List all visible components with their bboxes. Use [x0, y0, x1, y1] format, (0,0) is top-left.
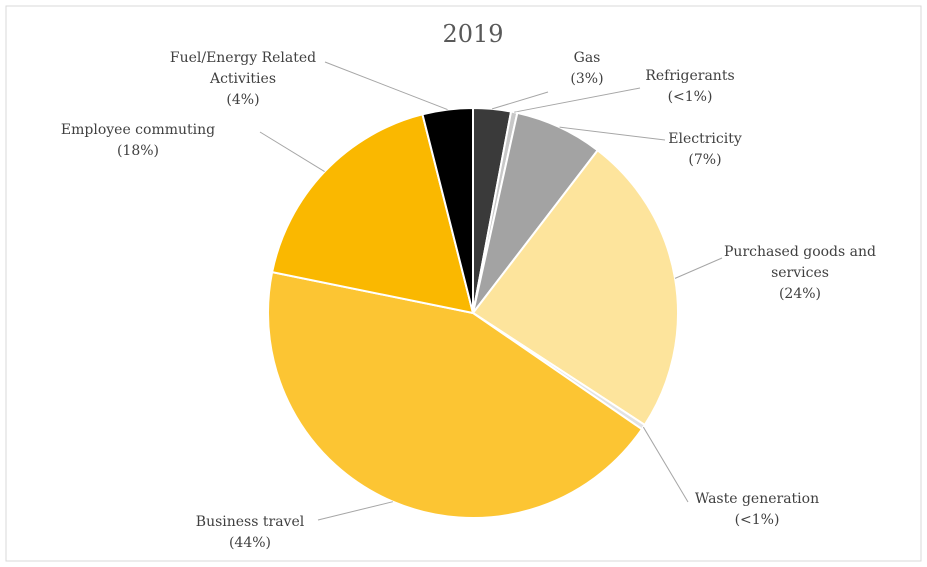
slice-value-label: (24%) — [779, 286, 821, 302]
pie-slice — [270, 113, 475, 315]
leader-line — [642, 426, 689, 503]
slice-value-label: (3%) — [570, 71, 603, 87]
slice-label: Gas — [574, 50, 601, 66]
leader-line — [514, 87, 641, 113]
slice-value-label: (44%) — [229, 535, 271, 551]
slice-value-label: (<1%) — [668, 89, 713, 105]
leader-line — [491, 91, 549, 110]
slice-label: Business travel — [196, 514, 305, 530]
slice-label: Electricity — [668, 131, 742, 147]
leader-line — [259, 131, 325, 173]
slice-label: Refrigerants — [645, 68, 734, 84]
slice-label: Fuel/Energy Related Activities — [170, 50, 316, 87]
slice-value-label: (7%) — [688, 152, 721, 168]
leader-line — [674, 257, 723, 279]
leader-line — [317, 501, 393, 521]
leader-line — [559, 126, 666, 141]
slice-value-label: (<1%) — [735, 512, 780, 528]
slice-label: Purchased goods and services — [724, 244, 876, 281]
slice-label: Employee commuting — [61, 122, 215, 138]
slice-value-label: (18%) — [117, 143, 159, 159]
pie-slice — [421, 106, 474, 314]
slice-value-label: (4%) — [226, 92, 259, 108]
chart-title: 2019 — [442, 20, 503, 48]
slice-label: Waste generation — [695, 491, 819, 507]
leader-line — [324, 61, 448, 111]
